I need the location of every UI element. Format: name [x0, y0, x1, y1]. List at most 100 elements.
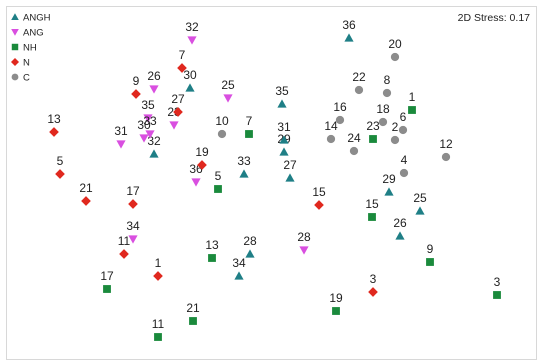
point-label: 24 [347, 131, 361, 145]
marker-triangle-up [277, 99, 287, 108]
point-label: 33 [143, 114, 157, 128]
point-label: 9 [133, 74, 140, 88]
point-c-16: 16 [333, 100, 347, 125]
point-n-19: 19 [195, 145, 209, 170]
legend-marker-circle [11, 73, 19, 81]
data-points: 3630353229313327292526283432262535233033… [47, 18, 501, 341]
marker-triangle-down [187, 36, 197, 45]
point-n-13: 13 [47, 112, 61, 137]
point-nh-13: 13 [205, 238, 219, 262]
marker-square [493, 291, 501, 299]
point-label: 13 [47, 112, 61, 126]
point-angh-28: 28 [243, 234, 257, 258]
point-label: 19 [329, 291, 343, 305]
point-label: 9 [427, 242, 434, 256]
marker-triangle-down [191, 178, 201, 187]
point-label: 22 [352, 70, 366, 84]
marker-diamond [173, 107, 183, 117]
legend-item-n: N [11, 58, 30, 69]
marker-circle [354, 85, 364, 95]
marker-square [154, 333, 162, 341]
point-label: 26 [393, 216, 407, 230]
legend-marker-square [11, 43, 19, 51]
point-label: 6 [400, 110, 407, 124]
point-ang-32: 32 [185, 20, 199, 45]
marker-diamond [81, 196, 91, 206]
point-label: 5 [215, 169, 222, 183]
point-nh-5: 5 [214, 169, 222, 193]
point-angh-36: 36 [342, 18, 356, 42]
point-ang-26: 26 [147, 69, 161, 94]
marker-circle [217, 129, 227, 139]
point-label: 35 [141, 98, 155, 112]
legend-item-c: C [11, 73, 30, 84]
marker-triangle-up [234, 271, 244, 280]
point-nh-15: 15 [365, 197, 379, 221]
marker-circle [378, 117, 388, 127]
point-ang-25: 25 [221, 78, 235, 103]
point-c-8: 8 [382, 73, 392, 98]
marker-triangle-up [279, 147, 289, 156]
point-label: 25 [221, 78, 235, 92]
point-label: 16 [333, 100, 347, 114]
point-angh-29: 29 [382, 172, 396, 196]
point-angh-35: 35 [275, 84, 289, 108]
marker-circle [399, 168, 409, 178]
legend-label: ANGH [23, 13, 51, 24]
marker-diamond [197, 160, 207, 170]
marker-triangle-down [149, 85, 159, 94]
point-c-18: 18 [376, 102, 390, 127]
marker-circle [349, 146, 359, 156]
point-label: 11 [118, 234, 131, 248]
point-label: 35 [275, 84, 289, 98]
point-c-22: 22 [352, 70, 366, 95]
point-angh-34: 34 [232, 256, 246, 280]
point-c-14: 14 [324, 119, 338, 144]
marker-triangle-up [395, 231, 405, 240]
point-label: 15 [312, 185, 326, 199]
marker-square [103, 285, 111, 293]
point-label: 30 [137, 118, 151, 132]
plot-frame [6, 6, 537, 360]
point-label: 36 [342, 18, 356, 32]
point-label: 8 [384, 73, 391, 87]
marker-diamond [368, 287, 378, 297]
legend-label: C [23, 73, 30, 84]
marker-square [189, 317, 197, 325]
point-label: 29 [382, 172, 396, 186]
legend-item-angh: ANGH [11, 13, 51, 24]
marker-diamond [55, 169, 65, 179]
point-ang-28: 28 [297, 230, 311, 255]
legend-marker-diamond [11, 58, 19, 66]
point-label: 13 [205, 238, 219, 252]
legend-item-ang: ANG [11, 28, 44, 39]
marker-square [332, 307, 340, 315]
point-c-4: 4 [399, 153, 409, 178]
marker-circle [335, 115, 345, 125]
marker-triangle-up [384, 187, 394, 196]
point-angh-33: 33 [237, 154, 251, 178]
marker-circle [326, 134, 336, 144]
marker-triangle-down [145, 130, 155, 139]
point-nh-11: 11 [152, 317, 165, 341]
marker-square [408, 106, 416, 114]
point-label: 25 [413, 191, 427, 205]
point-label: 14 [324, 119, 338, 133]
marker-triangle-down [139, 134, 149, 143]
marker-triangle-up [279, 135, 289, 144]
marker-triangle-up [239, 169, 249, 178]
point-label: 33 [237, 154, 251, 168]
point-nh-9: 9 [426, 242, 434, 266]
point-nh-7: 7 [245, 114, 253, 138]
point-n-1: 1 [153, 256, 163, 281]
point-label: 1 [155, 256, 162, 270]
marker-square [214, 185, 222, 193]
marker-circle [398, 125, 408, 135]
marker-triangle-up [285, 173, 295, 182]
legend-marker-triangle-up [11, 13, 19, 21]
marker-diamond [119, 249, 129, 259]
marker-triangle-up [149, 149, 159, 158]
point-angh-27: 27 [283, 158, 297, 182]
point-nh-3: 3 [493, 275, 501, 299]
marker-square [368, 213, 376, 221]
